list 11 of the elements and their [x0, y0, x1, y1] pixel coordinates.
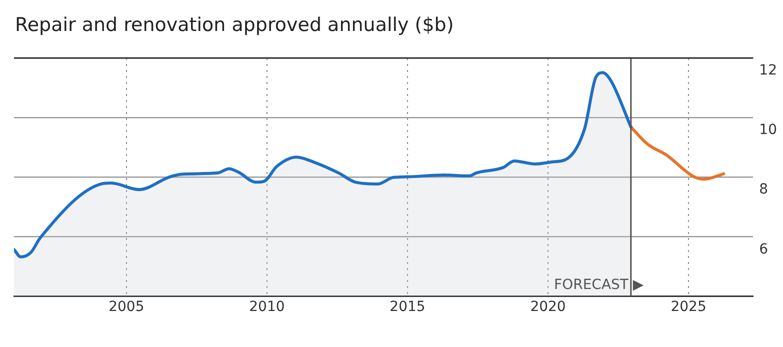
x-tick-label: 2010: [249, 299, 285, 316]
x-tick-label: 2025: [670, 299, 706, 316]
y-tick-label: 12: [759, 62, 778, 79]
x-tick-label: 2015: [390, 299, 426, 316]
y-tick-label: 10: [759, 122, 778, 138]
y-tick-label: 8: [759, 182, 768, 198]
x-tick-label: 2020: [530, 299, 566, 316]
ref-line-label: FORECAST ▶: [554, 276, 644, 293]
chart-title: Repair and renovation approved annually ($b): [15, 14, 454, 36]
x-tick-label: 2005: [108, 299, 144, 316]
y-tick-label: 6: [759, 241, 768, 258]
